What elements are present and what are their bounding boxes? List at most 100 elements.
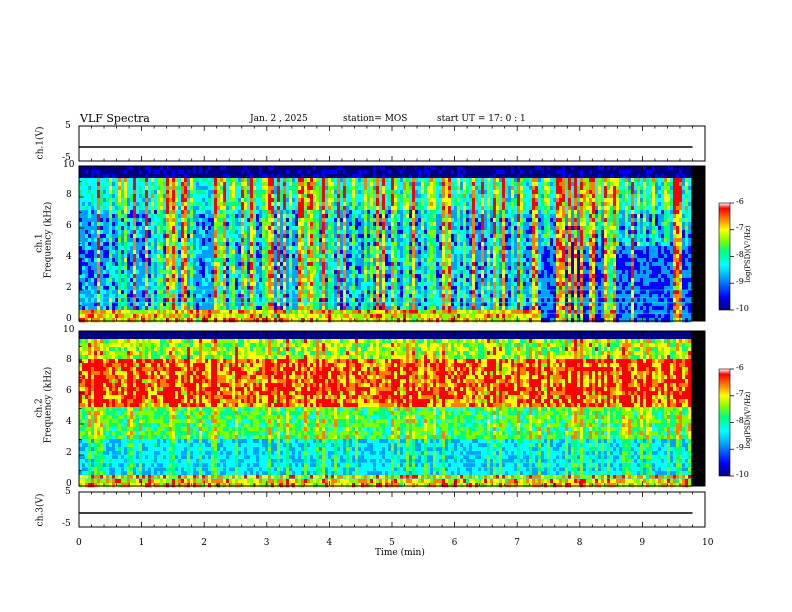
spectrogram-cell (352, 298, 355, 302)
spectrogram-cell (181, 254, 184, 258)
spectrogram-cell (256, 182, 259, 186)
spectrogram-cell (175, 298, 178, 302)
spectrogram-cell (349, 266, 352, 270)
spectrogram-cell (367, 262, 370, 266)
spectrogram-cell (442, 178, 445, 182)
spectrogram-cell (259, 182, 262, 186)
spectrogram-cell (178, 318, 181, 322)
spectrogram-cell (373, 230, 376, 234)
spectrogram-cell (355, 254, 358, 258)
spectrogram-cell (343, 310, 346, 314)
spectrogram-cell (208, 310, 211, 314)
spectrogram-cell (385, 206, 388, 210)
spectrogram-cell (145, 222, 148, 226)
spectrogram-cell (337, 206, 340, 210)
spectrogram-cell (163, 214, 166, 218)
spectrogram-cell (421, 198, 424, 202)
spectrogram-cell (97, 234, 100, 238)
spectrogram-cell (445, 258, 448, 262)
spectrogram-cell (364, 206, 367, 210)
spectrogram-cell (97, 214, 100, 218)
spectrogram-cell (88, 226, 91, 230)
spectrogram-cell (307, 186, 310, 190)
spectrogram-cell (283, 182, 286, 186)
spectrogram-cell (217, 258, 220, 262)
spectrogram-cell (442, 174, 445, 178)
spectrogram-cell (451, 226, 454, 230)
spectrogram-cell (394, 202, 397, 206)
spectrogram-cell (154, 234, 157, 238)
spectrogram-cell (178, 182, 181, 186)
spectrogram-cell (436, 250, 439, 254)
spectrogram-cell (379, 186, 382, 190)
spectrogram-cell (205, 278, 208, 282)
spectrogram-cell (382, 190, 385, 194)
spectrogram-cell (130, 222, 133, 226)
spectrogram-cell (151, 306, 154, 310)
spectrogram-cell (298, 178, 301, 182)
spectrogram-cell (406, 238, 409, 242)
spectrogram-cell (391, 170, 394, 174)
spectrogram-cell (112, 242, 115, 246)
spectrogram-cell (331, 206, 334, 210)
spectrogram-cell (235, 274, 238, 278)
spectrogram-cell (109, 266, 112, 270)
spectrogram-cell (136, 298, 139, 302)
spectrogram-cell (337, 174, 340, 178)
spectrogram-cell (244, 218, 247, 222)
spectrogram-cell (433, 234, 436, 238)
spectrogram-cell (370, 186, 373, 190)
spectrogram-cell (364, 234, 367, 238)
spectrogram-cell (220, 218, 223, 222)
spectrogram-cell (433, 202, 436, 206)
spectrogram-cell (286, 282, 289, 286)
spectrogram-cell (289, 214, 292, 218)
spectrogram-cell (244, 290, 247, 294)
spectrogram-cell (82, 306, 85, 310)
spectrogram-cell (124, 230, 127, 234)
spectrogram-cell (391, 174, 394, 178)
spectrogram-cell (442, 210, 445, 214)
spectrogram-cell (133, 310, 136, 314)
spectrogram-cell (121, 194, 124, 198)
spectrogram-cell (88, 218, 91, 222)
spectrogram-cell (430, 270, 433, 274)
spectrogram-cell (439, 198, 442, 202)
spectrogram-cell (358, 222, 361, 226)
spectrogram-cell (175, 202, 178, 206)
spectrogram-cell (154, 250, 157, 254)
spectrogram-cell (205, 238, 208, 242)
spectrogram-cell (412, 206, 415, 210)
spectrogram-cell (307, 210, 310, 214)
spectrogram-cell (424, 266, 427, 270)
spectrogram-cell (91, 254, 94, 258)
spectrogram-cell (433, 290, 436, 294)
spectrogram-cell (223, 230, 226, 234)
spectrogram-cell (340, 246, 343, 250)
spectrogram-cell (274, 170, 277, 174)
spectrogram-cell (373, 198, 376, 202)
spectrogram-cell (172, 186, 175, 190)
spectrogram-cell (382, 306, 385, 310)
spectrogram-cell (286, 234, 289, 238)
spectrogram-cell (358, 258, 361, 262)
spectrogram-cell (142, 318, 145, 322)
spectrogram-cell (376, 298, 379, 302)
spectrogram-cell (349, 310, 352, 314)
spectrogram-cell (355, 218, 358, 222)
spectrogram-cell (289, 206, 292, 210)
spectrogram-cell (142, 190, 145, 194)
spectrogram-cell (145, 178, 148, 182)
spectrogram-cell (103, 206, 106, 210)
spectrogram-cell (391, 210, 394, 214)
spectrogram-cell (235, 170, 238, 174)
spectrogram-cell (205, 298, 208, 302)
spectrogram-cell (196, 242, 199, 246)
spectrogram-cell (448, 178, 451, 182)
spectrogram-cell (286, 166, 289, 170)
spectrogram-cell (256, 178, 259, 182)
spectrogram-cell (208, 206, 211, 210)
spectrogram-cell (100, 282, 103, 286)
spectrogram-cell (160, 206, 163, 210)
spectrogram-cell (448, 314, 451, 318)
